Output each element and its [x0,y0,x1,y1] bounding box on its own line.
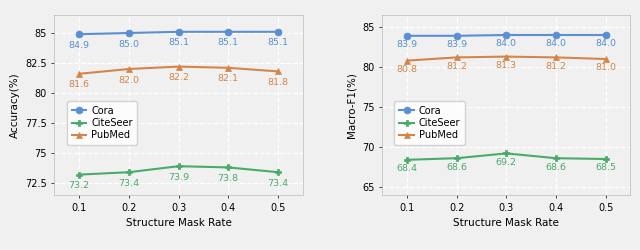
PubMed [274,70,282,73]
CiteSeer [552,157,560,160]
Cora [125,32,132,34]
Cora [502,34,510,36]
Text: 85.0: 85.0 [118,40,140,48]
Text: 83.9: 83.9 [446,40,467,49]
CiteSeer [76,173,83,176]
CiteSeer [452,157,460,160]
Line: CiteSeer: CiteSeer [403,150,609,163]
Legend: Cora, CiteSeer, PubMed: Cora, CiteSeer, PubMed [394,101,465,145]
Text: 84.9: 84.9 [68,41,90,50]
CiteSeer [225,166,232,169]
PubMed [76,72,83,75]
Text: 68.5: 68.5 [595,164,616,172]
Text: 84.0: 84.0 [595,40,616,48]
CiteSeer [502,152,510,155]
Text: 85.1: 85.1 [218,38,239,48]
Text: 69.2: 69.2 [496,158,516,167]
Cora [175,30,182,33]
Line: Cora: Cora [403,32,609,39]
PubMed [452,56,460,59]
Text: 83.9: 83.9 [396,40,417,49]
Legend: Cora, CiteSeer, PubMed: Cora, CiteSeer, PubMed [67,101,138,145]
Text: 84.0: 84.0 [496,40,516,48]
PubMed [552,56,560,59]
Y-axis label: Macro-F1(%): Macro-F1(%) [346,72,356,138]
CiteSeer [125,171,132,174]
Text: 82.2: 82.2 [168,73,189,82]
CiteSeer [602,158,609,160]
PubMed [125,68,132,70]
CiteSeer [274,171,282,174]
CiteSeer [175,165,182,168]
Text: 80.8: 80.8 [396,65,417,74]
Text: 85.1: 85.1 [168,38,189,48]
Text: 81.3: 81.3 [496,61,517,70]
CiteSeer [403,158,411,161]
Text: 81.2: 81.2 [545,62,566,71]
Line: CiteSeer: CiteSeer [76,163,282,178]
Text: 81.2: 81.2 [446,62,467,71]
Text: 85.1: 85.1 [268,38,289,48]
Cora [552,34,560,36]
Text: 84.0: 84.0 [545,40,566,48]
PubMed [175,65,182,68]
Text: 81.6: 81.6 [68,80,90,90]
Cora [274,30,282,33]
Cora [76,33,83,36]
Text: 68.6: 68.6 [545,162,566,172]
Cora [602,34,609,36]
X-axis label: Structure Mask Rate: Structure Mask Rate [125,218,232,228]
Cora [403,34,411,37]
Cora [452,34,460,37]
Text: 82.0: 82.0 [118,76,140,84]
PubMed [502,55,510,58]
Text: 73.4: 73.4 [118,179,140,188]
Y-axis label: Accuracy(%): Accuracy(%) [10,72,19,138]
Line: Cora: Cora [76,28,282,38]
PubMed [403,59,411,62]
PubMed [225,66,232,69]
Text: 68.6: 68.6 [446,162,467,172]
Cora [225,30,232,33]
Line: PubMed: PubMed [76,63,282,77]
Text: 73.4: 73.4 [268,179,289,188]
Text: 68.4: 68.4 [396,164,417,173]
Text: 81.8: 81.8 [268,78,289,87]
Text: 73.8: 73.8 [218,174,239,183]
Text: 73.9: 73.9 [168,173,189,182]
Text: 73.2: 73.2 [68,181,90,190]
X-axis label: Structure Mask Rate: Structure Mask Rate [453,218,559,228]
PubMed [602,58,609,60]
Text: 82.1: 82.1 [218,74,239,84]
Line: PubMed: PubMed [403,53,609,64]
Text: 81.0: 81.0 [595,64,616,72]
